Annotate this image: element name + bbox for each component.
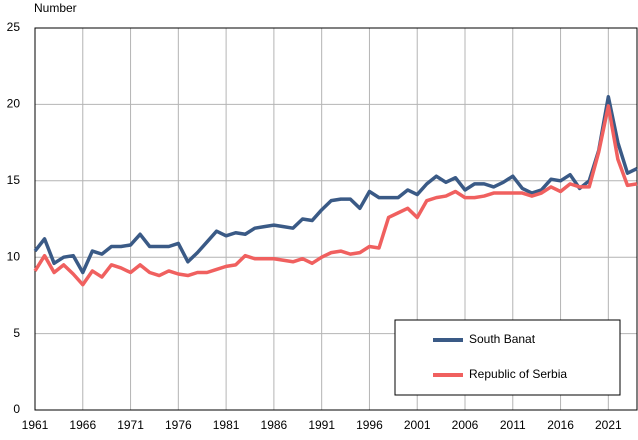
series-line [33, 104, 638, 287]
y-tick-label: 25 [7, 20, 21, 34]
x-tick-label: 2016 [547, 418, 574, 432]
x-tick-label: 2006 [452, 418, 479, 432]
x-tick-label: 2011 [500, 418, 526, 432]
legend-label: South Banat [469, 332, 536, 346]
legend-label: Republic of Serbia [469, 367, 567, 381]
x-tick-label: 1976 [165, 418, 192, 432]
y-tick-label: 10 [7, 249, 21, 263]
legend-box [394, 319, 621, 396]
x-tick-label: 1971 [117, 418, 144, 432]
y-axis-label: Number [34, 1, 77, 15]
y-tick-label: 20 [7, 97, 21, 111]
y-tick-label: 5 [13, 326, 20, 340]
plot-border [34, 27, 638, 411]
y-tick-label: 15 [7, 173, 21, 187]
x-tick-label: 1986 [261, 418, 288, 432]
y-tick-label: 0 [13, 402, 20, 416]
x-tick-label: 1991 [308, 418, 335, 432]
x-tick-label: 1961 [22, 418, 49, 432]
x-tick-label: 2021 [595, 418, 622, 432]
x-tick-label: 1981 [213, 418, 240, 432]
x-tick-label: 1996 [356, 418, 383, 432]
series-line [33, 95, 638, 275]
x-tick-label: 2001 [404, 418, 431, 432]
x-tick-label: 1966 [69, 418, 96, 432]
